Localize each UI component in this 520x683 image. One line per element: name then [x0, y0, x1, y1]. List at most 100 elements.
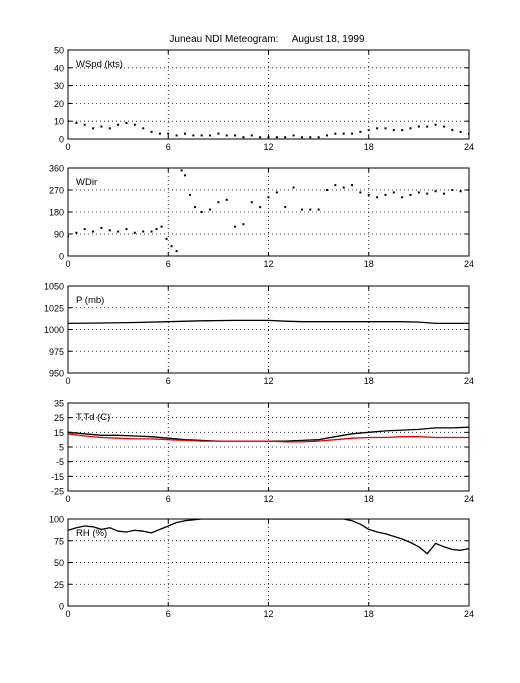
wdir-point [117, 230, 120, 233]
wdir-y-tick-label: 270 [49, 186, 64, 196]
temp-panel: -25 -15 -5 5 15 25 35 0 6 12 18 24 T,Td (C) [51, 399, 474, 505]
wdir-point [180, 169, 183, 172]
wspd-y-tick-label: 40 [54, 63, 64, 73]
wdir-point [434, 190, 437, 193]
wspd-point [392, 129, 395, 132]
wdir-point [351, 184, 354, 187]
wdir-point [309, 208, 312, 211]
wdir-point [133, 231, 136, 234]
temp-y-tick-label: -25 [51, 487, 64, 497]
wdir-point [250, 201, 253, 204]
wspd-point [158, 132, 161, 135]
wdir-point [267, 196, 270, 199]
wdir-point [200, 211, 203, 213]
wdir-x-tick-label: 0 [65, 259, 70, 269]
temp-y-tick-label: 25 [54, 413, 64, 423]
wspd-point [209, 134, 212, 137]
pres-y-tick-label: 975 [49, 347, 64, 357]
wspd-x-tick-label: 24 [464, 142, 474, 152]
wspd-point [217, 132, 220, 135]
wspd-point [250, 134, 253, 137]
wdir-point [142, 230, 145, 233]
wspd-y-tick-label: 0 [59, 135, 64, 145]
wdir-point [317, 208, 320, 211]
wdir-point [242, 223, 245, 226]
wdir-point [155, 228, 158, 231]
wspd-point [451, 129, 454, 132]
wdir-point [165, 237, 168, 240]
wspd-point [426, 125, 429, 128]
wdir-point [217, 201, 220, 204]
wdir-series-group [68, 169, 469, 253]
temp-frame [67, 402, 470, 492]
wspd-point [300, 136, 303, 139]
wdir-frame [67, 167, 470, 257]
pres-y-tick-label: 1000 [44, 325, 64, 335]
wspd-point [142, 127, 145, 130]
temp-x-tick-label: 18 [364, 494, 374, 504]
wspd-point [150, 130, 153, 133]
wdir-point [334, 184, 337, 187]
rh-panel: 0 25 50 75 100 0 6 12 18 24 RH (%) [49, 515, 474, 620]
wspd-point [108, 127, 111, 130]
wdir-point [451, 189, 454, 191]
wdir-point [150, 230, 153, 233]
pres-y-tick-label: 950 [49, 369, 64, 379]
title-station: Juneau NDI Meteogram: [169, 34, 279, 45]
temp-panel-label: T,Td (C) [76, 412, 110, 423]
temp-x-tick-label: 6 [166, 494, 171, 504]
wdir-y-tick-label: 360 [49, 164, 64, 174]
wdir-point [292, 186, 295, 189]
wspd-series-group [68, 120, 469, 139]
wspd-point [351, 132, 354, 135]
wspd-point [83, 123, 86, 126]
wspd-point [92, 127, 95, 130]
meteogram-title: Juneau NDI Meteogram: August 18, 1999 [0, 34, 520, 45]
wdir-point [284, 206, 287, 209]
wspd-point [234, 134, 237, 137]
wspd-point [442, 125, 445, 128]
wdir-point [359, 191, 362, 194]
wdir-point [275, 191, 278, 194]
wspd-point [401, 129, 404, 132]
wspd-point [384, 127, 387, 130]
wspd-panel: 0 10 20 30 40 50 0 6 12 18 24 WSpd (kts) [54, 46, 474, 153]
pres-frame [67, 285, 470, 374]
wdir-point [409, 193, 412, 196]
wdir-point [401, 196, 404, 199]
wdir-point [183, 174, 186, 177]
wspd-x-tick-label: 18 [364, 142, 374, 152]
wspd-point [133, 123, 136, 126]
temp-series-group [68, 426, 469, 443]
wspd-point [125, 121, 128, 124]
wdir-x-tick-label: 18 [364, 259, 374, 269]
pres-x-tick-label: 24 [464, 376, 474, 386]
wspd-point [100, 125, 103, 128]
wspd-point [117, 123, 120, 126]
wdir-point [426, 192, 429, 195]
rh-y-tick-label: 25 [54, 580, 64, 590]
wdir-point [175, 250, 178, 253]
wdir-panel: 0 90 180 270 360 0 6 12 18 24 WDir [49, 164, 474, 270]
wspd-point [409, 127, 412, 130]
wspd-y-tick-label: 20 [54, 99, 64, 109]
wspd-point [242, 136, 245, 139]
temp-y-tick-label: -15 [51, 472, 64, 482]
wspd-point [200, 134, 203, 137]
pres-x-tick-label: 0 [65, 376, 70, 386]
wdir-point [92, 230, 95, 233]
rh-x-tick-label: 24 [464, 609, 474, 619]
rh-x-tick-label: 12 [263, 609, 273, 619]
wspd-point [325, 134, 328, 137]
wspd-point [334, 132, 337, 135]
wspd-point [167, 132, 170, 135]
pres-x-tick-label: 6 [166, 376, 171, 386]
wspd-point [175, 134, 178, 137]
wspd-panel-label: WSpd (kts) [76, 59, 123, 70]
wdir-point [108, 229, 111, 232]
wdir-point [75, 231, 78, 234]
rh-y-tick-label: 0 [59, 602, 64, 612]
wdir-y-tick-label: 180 [49, 208, 64, 218]
wspd-frame [67, 49, 470, 140]
